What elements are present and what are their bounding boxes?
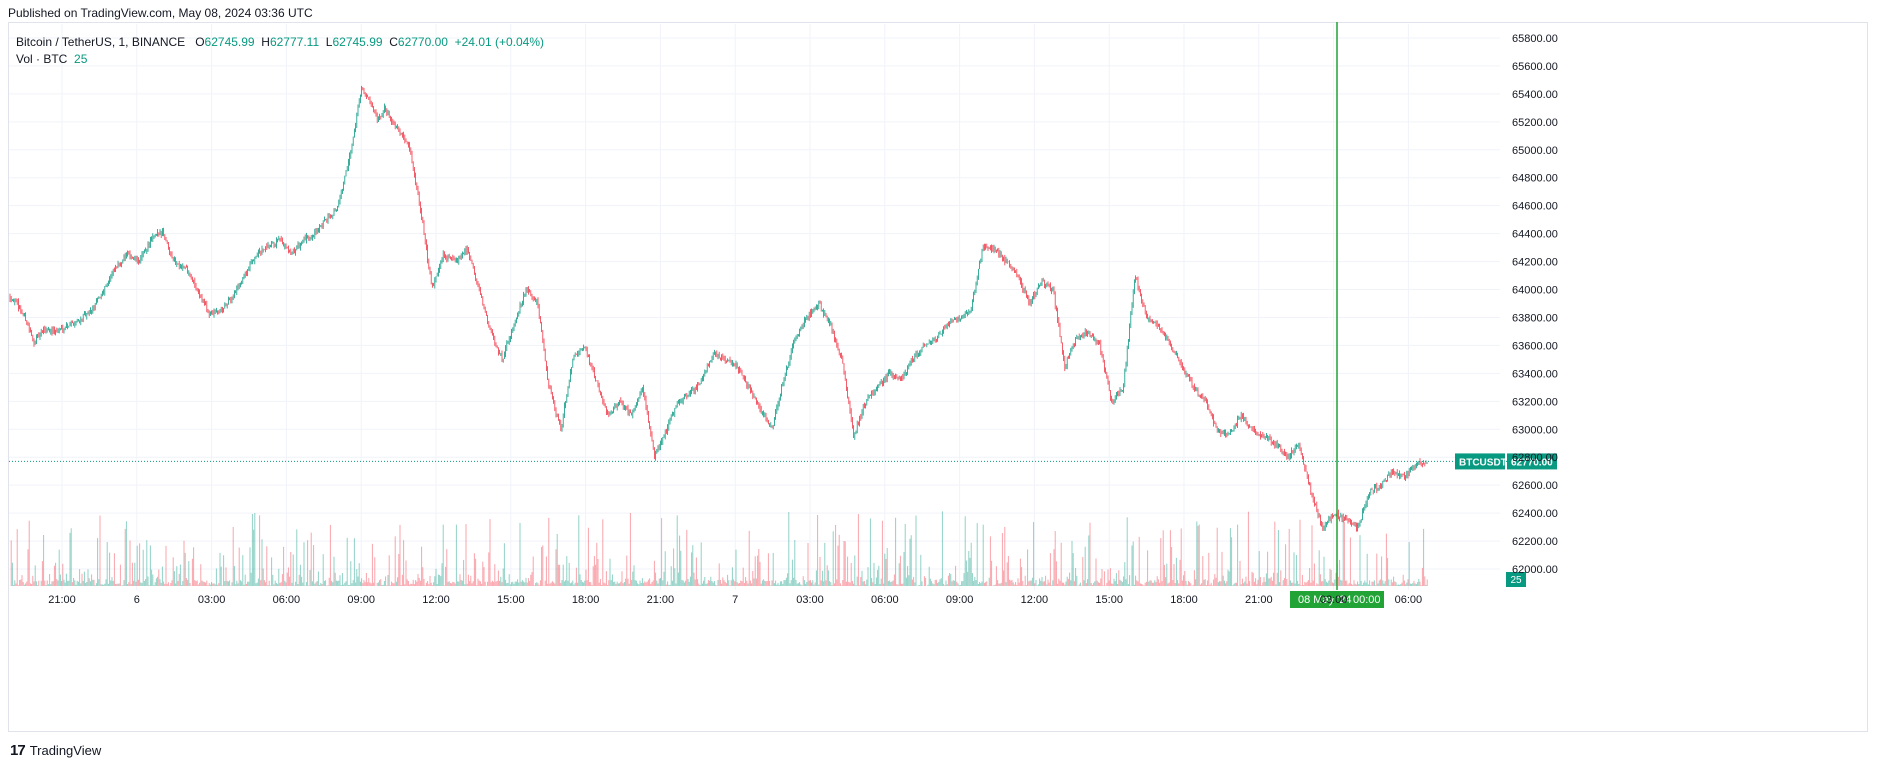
- grid-lines: [9, 24, 1500, 590]
- price-tick-label: 62200.00: [1512, 536, 1558, 548]
- time-tick-label: 03:00: [1320, 594, 1348, 606]
- symbol-badge: [1455, 453, 1505, 470]
- time-tick-label: 09:00: [946, 594, 974, 606]
- price-tick-label: 65400.00: [1512, 89, 1558, 101]
- time-tick-label: 12:00: [1021, 594, 1049, 606]
- price-tick-label: 63600.00: [1512, 340, 1558, 352]
- open-value: 62745.99: [204, 35, 255, 49]
- time-tick-label: 21:00: [647, 594, 675, 606]
- crosshair-time-label: 00:00: [1353, 594, 1381, 606]
- price-tick-label: 62400.00: [1512, 508, 1558, 520]
- volume-bars: [9, 511, 1428, 586]
- crosshair-date-label: 08 May '24: [1298, 594, 1351, 606]
- volume-label: Vol · BTC: [16, 52, 68, 66]
- price-tick-label: 64600.00: [1512, 201, 1558, 213]
- published-caption: Published on TradingView.com, May 08, 20…: [8, 6, 313, 20]
- time-tick-label: 06:00: [871, 594, 899, 606]
- price-tick-label: 63200.00: [1512, 396, 1558, 408]
- footer-brand[interactable]: 17 TradingView: [10, 742, 101, 759]
- candlestick-series: [9, 85, 1428, 532]
- symbol-badge-label: BTCUSDT: [1459, 457, 1507, 468]
- price-tick-label: 63400.00: [1512, 368, 1558, 380]
- close-value: 62770.00: [397, 35, 448, 49]
- time-tick-label: 21:00: [48, 594, 76, 606]
- change-value: +24.01 (+0.04%): [454, 35, 545, 49]
- ohlc-row: Bitcoin / TetherUS, 1, BINANCE O62745.99…: [16, 34, 544, 51]
- time-tick-label: 15:00: [497, 594, 525, 606]
- volume-value: 25: [74, 52, 88, 66]
- symbol-label: Bitcoin / TetherUS, 1, BINANCE: [16, 35, 186, 49]
- price-tick-label: 64200.00: [1512, 257, 1558, 269]
- price-axis: 65800.00 65600.00 65400.00 65200.00 65000.00…: [1512, 33, 1558, 576]
- last-price-label: 62770.00: [1511, 457, 1553, 468]
- price-tick-label: 64000.00: [1512, 285, 1558, 297]
- open-label: O: [195, 35, 205, 49]
- price-tick-label: 62800.00: [1512, 452, 1558, 464]
- volume-row: Vol · BTC 25: [16, 51, 544, 68]
- price-tick-label: 65800.00: [1512, 33, 1558, 45]
- price-tick-label: 63800.00: [1512, 312, 1558, 324]
- low-value: 62745.99: [332, 35, 383, 49]
- low-label: L: [325, 35, 333, 49]
- price-tick-label: 63000.00: [1512, 424, 1558, 436]
- crosshair-time-box: [1290, 591, 1384, 608]
- time-tick-label: 12:00: [422, 594, 450, 606]
- price-tick-label: 65000.00: [1512, 145, 1558, 157]
- time-tick-label: 03:00: [796, 594, 824, 606]
- time-tick-label: 03:00: [198, 594, 226, 606]
- high-value: 62777.11: [269, 35, 320, 49]
- volume-badge: [1506, 572, 1526, 587]
- time-tick-label: 18:00: [1170, 594, 1198, 606]
- close-label: C: [389, 35, 398, 49]
- price-tick-label: 64800.00: [1512, 173, 1558, 185]
- time-tick-label: 6: [134, 594, 140, 606]
- chart-frame[interactable]: [8, 22, 1868, 732]
- price-tick-label: 62600.00: [1512, 480, 1558, 492]
- tradingview-logo-icon: 17: [10, 742, 26, 759]
- time-axis: 21:00 6 03:00 06:00 09:00 12:00 15:00 18:00 21:0…: [48, 594, 1422, 606]
- time-tick-label: 15:00: [1095, 594, 1123, 606]
- time-tick-label: 18:00: [572, 594, 600, 606]
- price-tick-label: 65600.00: [1512, 61, 1558, 73]
- brand-name: TradingView: [29, 743, 102, 758]
- time-tick-label: 06:00: [273, 594, 301, 606]
- chart-overlay: 08 May '24 00:00 BTCUSDT 62770.00 25: [9, 22, 1557, 608]
- time-tick-label: 7: [732, 594, 738, 606]
- price-tick-label: 65200.00: [1512, 117, 1558, 129]
- time-tick-label: 21:00: [1245, 594, 1273, 606]
- volume-badge-label: 25: [1510, 575, 1522, 586]
- price-tick-label: 62000.00: [1512, 564, 1558, 576]
- price-tick-label: 64400.00: [1512, 229, 1558, 241]
- chart-legend: Bitcoin / TetherUS, 1, BINANCE O62745.99…: [16, 34, 544, 68]
- last-price-badge: [1507, 453, 1557, 470]
- time-tick-label: 06:00: [1395, 594, 1423, 606]
- time-tick-label: 09:00: [347, 594, 375, 606]
- high-label: H: [261, 35, 270, 49]
